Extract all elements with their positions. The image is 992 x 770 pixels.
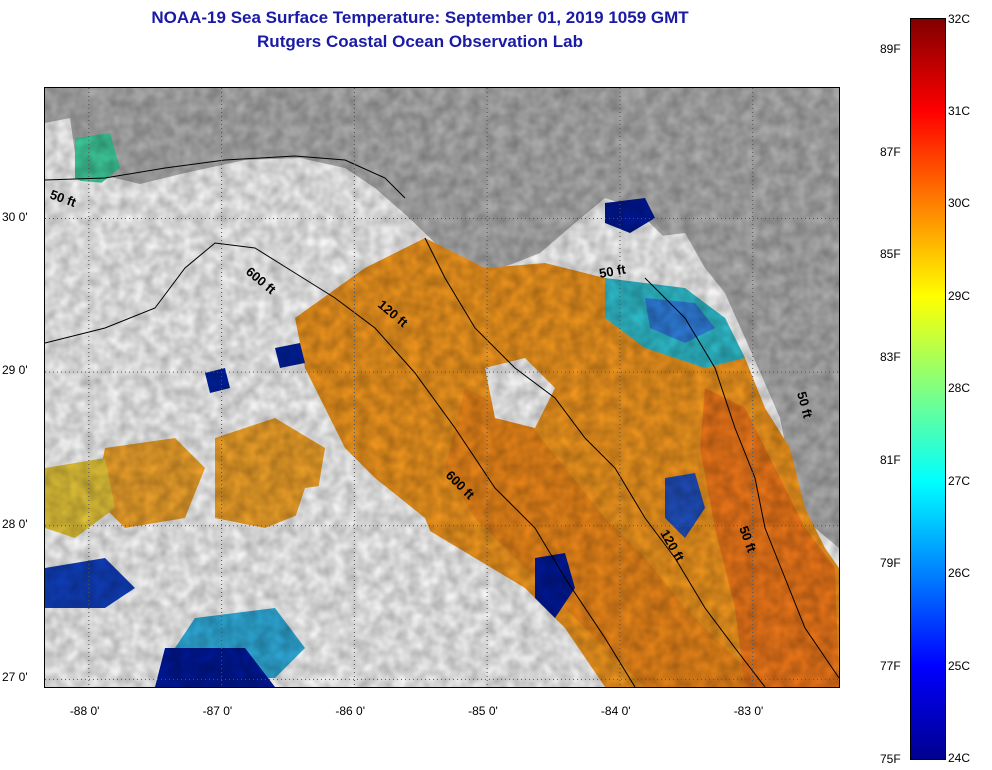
colorbar-fahrenheit-label: 83F: [880, 350, 901, 365]
colorbar-fahrenheit-label: 77F: [880, 658, 901, 673]
depth-label: 50 ft: [598, 261, 628, 281]
lon-tick-label: -86 0': [335, 704, 366, 718]
lon-tick-label: -83 0': [733, 704, 764, 718]
lat-tick-label: 30 0': [2, 209, 28, 224]
colorbar-fahrenheit-label: 79F: [880, 555, 901, 570]
lon-tick-label: -88 0': [69, 704, 100, 718]
lon-tick-label: -84 0': [600, 704, 631, 718]
colorbar-celsius-label: 26C: [948, 566, 971, 580]
colorbar-celsius-label: 25C: [948, 658, 971, 673]
lat-tick-label: 28 0': [2, 516, 28, 531]
contour-120ft: [424, 237, 766, 687]
contour-50ft-west: [45, 155, 406, 199]
colorbar-fahrenheit-label: 75F: [880, 752, 901, 766]
colorbar-celsius-label: 30C: [948, 196, 971, 210]
contour-600ft: [45, 242, 636, 687]
lat-tick-label: 29 0': [2, 363, 28, 378]
colorbar-celsius-label: 32C: [948, 12, 971, 26]
lon-tick-label: -87 0': [202, 704, 233, 718]
colorbar-celsius-label: 28C: [948, 381, 971, 395]
map-title: NOAA-19 Sea Surface Temperature: Septemb…: [151, 8, 689, 27]
colorbar-celsius-label: 27C: [948, 473, 971, 488]
graticule: [45, 88, 839, 687]
colorbar-celsius-label: 31C: [948, 103, 971, 118]
contour-50ft-east: [644, 277, 839, 679]
colorbar-fahrenheit-label: 81F: [880, 452, 901, 467]
depth-label: 50 ft: [794, 390, 816, 420]
colorbar-fahrenheit-label: 87F: [880, 144, 901, 159]
temperature-colorbar: [910, 18, 946, 760]
colorbar-celsius-label: 24C: [948, 751, 971, 765]
colorbar-celsius-label: 29C: [948, 288, 971, 303]
lon-tick-label: -85 0': [468, 704, 498, 718]
depth-contours: [45, 155, 839, 687]
lat-tick-label: 27 0': [2, 670, 28, 685]
texture-overlay: [45, 88, 839, 687]
colorbar-fahrenheit-label: 89F: [880, 41, 901, 56]
map-subtitle: Rutgers Coastal Ocean Observation Lab: [257, 32, 583, 51]
sst-map: 50 ft 600 ft 120 ft 600 ft 50 ft 120 ft 50 ft 5…: [44, 87, 840, 688]
colorbar-fahrenheit-label: 85F: [880, 247, 901, 262]
